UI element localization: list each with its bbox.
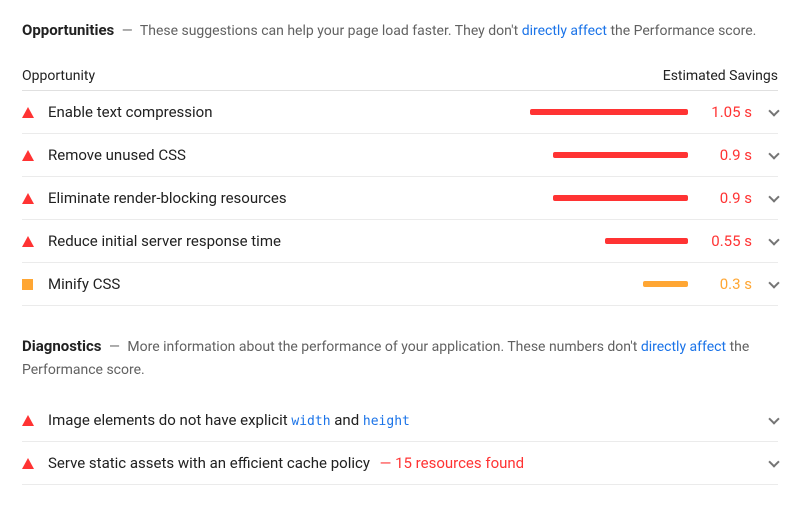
triangle-fail-icon bbox=[22, 193, 48, 204]
col-savings: Estimated Savings bbox=[663, 68, 778, 84]
col-opportunity: Opportunity bbox=[22, 68, 95, 84]
triangle-fail-icon bbox=[22, 150, 48, 161]
opportunity-label: Enable text compression bbox=[48, 103, 508, 121]
opportunities-header: Opportunities — These suggestions can he… bbox=[22, 18, 778, 42]
opportunities-list: Enable text compression 1.05 s Remove unus… bbox=[22, 91, 778, 306]
opportunity-label: Remove unused CSS bbox=[48, 146, 508, 164]
diagnostics-desc-prefix: More information about the performance o… bbox=[127, 339, 637, 355]
chevron-down-icon[interactable] bbox=[752, 282, 778, 287]
diagnostics-link[interactable]: directly affect bbox=[641, 339, 726, 355]
triangle-fail-icon bbox=[22, 458, 48, 469]
opportunity-row[interactable]: Eliminate render-blocking resources 0.9 s bbox=[22, 177, 778, 220]
savings-bar bbox=[508, 281, 688, 287]
opportunities-desc-suffix: the Performance score. bbox=[610, 23, 756, 39]
opportunity-row[interactable]: Enable text compression 1.05 s bbox=[22, 91, 778, 134]
diagnostic-label: Serve static assets with an efficient ca… bbox=[48, 454, 752, 472]
savings-bar bbox=[508, 109, 688, 115]
savings-value: 1.05 s bbox=[698, 103, 752, 121]
opportunity-label: Minify CSS bbox=[48, 275, 508, 293]
diagnostic-row[interactable]: Image elements do not have explicit widt… bbox=[22, 399, 778, 442]
chevron-down-icon[interactable] bbox=[752, 153, 778, 158]
triangle-fail-icon bbox=[22, 236, 48, 247]
opportunities-desc-prefix: These suggestions can help your page loa… bbox=[140, 23, 518, 39]
savings-value: 0.9 s bbox=[698, 189, 752, 207]
triangle-fail-icon bbox=[22, 415, 48, 426]
savings-value: 0.9 s bbox=[698, 146, 752, 164]
opportunities-link[interactable]: directly affect bbox=[522, 23, 607, 39]
dash: — bbox=[122, 23, 133, 39]
opportunity-label: Reduce initial server response time bbox=[48, 232, 508, 250]
chevron-down-icon[interactable] bbox=[752, 418, 778, 423]
diagnostic-label: Image elements do not have explicit widt… bbox=[48, 411, 752, 429]
square-warn-icon bbox=[22, 279, 48, 290]
diagnostic-extra: — 15 resources found bbox=[376, 454, 524, 472]
opportunities-columns: Opportunity Estimated Savings bbox=[22, 60, 778, 91]
triangle-fail-icon bbox=[22, 107, 48, 118]
opportunity-row[interactable]: Remove unused CSS 0.9 s bbox=[22, 134, 778, 177]
savings-bar bbox=[508, 238, 688, 244]
savings-value: 0.3 s bbox=[698, 275, 752, 293]
code-token: height bbox=[363, 414, 410, 429]
diagnostics-title: Diagnostics bbox=[22, 337, 101, 355]
diagnostic-row[interactable]: Serve static assets with an efficient ca… bbox=[22, 442, 778, 485]
opportunity-row[interactable]: Minify CSS 0.3 s bbox=[22, 263, 778, 306]
savings-value: 0.55 s bbox=[698, 232, 752, 250]
savings-bar bbox=[508, 195, 688, 201]
chevron-down-icon[interactable] bbox=[752, 110, 778, 115]
opportunity-row[interactable]: Reduce initial server response time 0.55 … bbox=[22, 220, 778, 263]
diagnostics-header: Diagnostics — More information about the… bbox=[22, 334, 778, 381]
opportunities-title: Opportunities bbox=[22, 21, 114, 39]
opportunity-label: Eliminate render-blocking resources bbox=[48, 189, 508, 207]
savings-bar bbox=[508, 152, 688, 158]
code-token: width bbox=[291, 414, 330, 429]
chevron-down-icon[interactable] bbox=[752, 196, 778, 201]
diagnostics-list: Image elements do not have explicit widt… bbox=[22, 399, 778, 485]
chevron-down-icon[interactable] bbox=[752, 239, 778, 244]
dash: — bbox=[109, 339, 120, 355]
chevron-down-icon[interactable] bbox=[752, 461, 778, 466]
